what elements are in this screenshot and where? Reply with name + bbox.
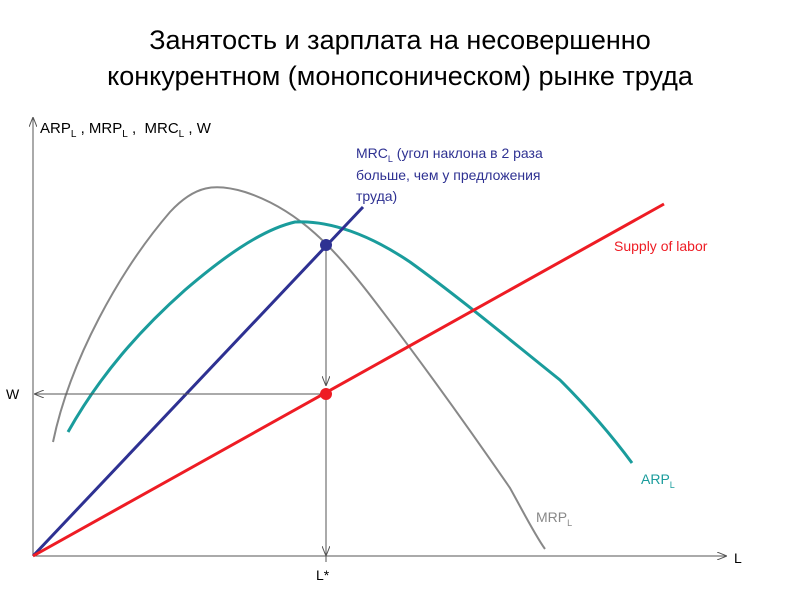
mrc-mrp-intersection-point (320, 239, 332, 251)
mrp-label: MRPL (536, 509, 572, 528)
title-line-2: конкурентном (монопсоническом) рынке тру… (107, 61, 693, 91)
mrc-label: MRCL (угол наклона в 2 раза (356, 145, 543, 164)
mrp-curve (52, 186, 546, 550)
w-label: W (6, 386, 20, 402)
mrc-note-line-2: больше, чем у предложения (356, 167, 541, 183)
wage-on-supply-point (320, 388, 332, 400)
supply-label: Supply of labor (614, 238, 708, 254)
title-line-1: Занятость и зарплата на несовершенно (149, 25, 651, 55)
supply-line (32, 202, 665, 558)
mrc-line (31, 205, 365, 558)
lstar-label: L* (316, 567, 330, 583)
slide-title: Занятость и зарплата на несовершенно кон… (0, 22, 800, 94)
mrc-note-line-3: труда) (356, 188, 397, 204)
arp-curve (66, 220, 634, 464)
x-axis-label: L (734, 550, 742, 566)
arp-label: ARPL (641, 471, 675, 490)
y-axis-label: ARPL , MRPL , MRCL , W (40, 120, 212, 140)
